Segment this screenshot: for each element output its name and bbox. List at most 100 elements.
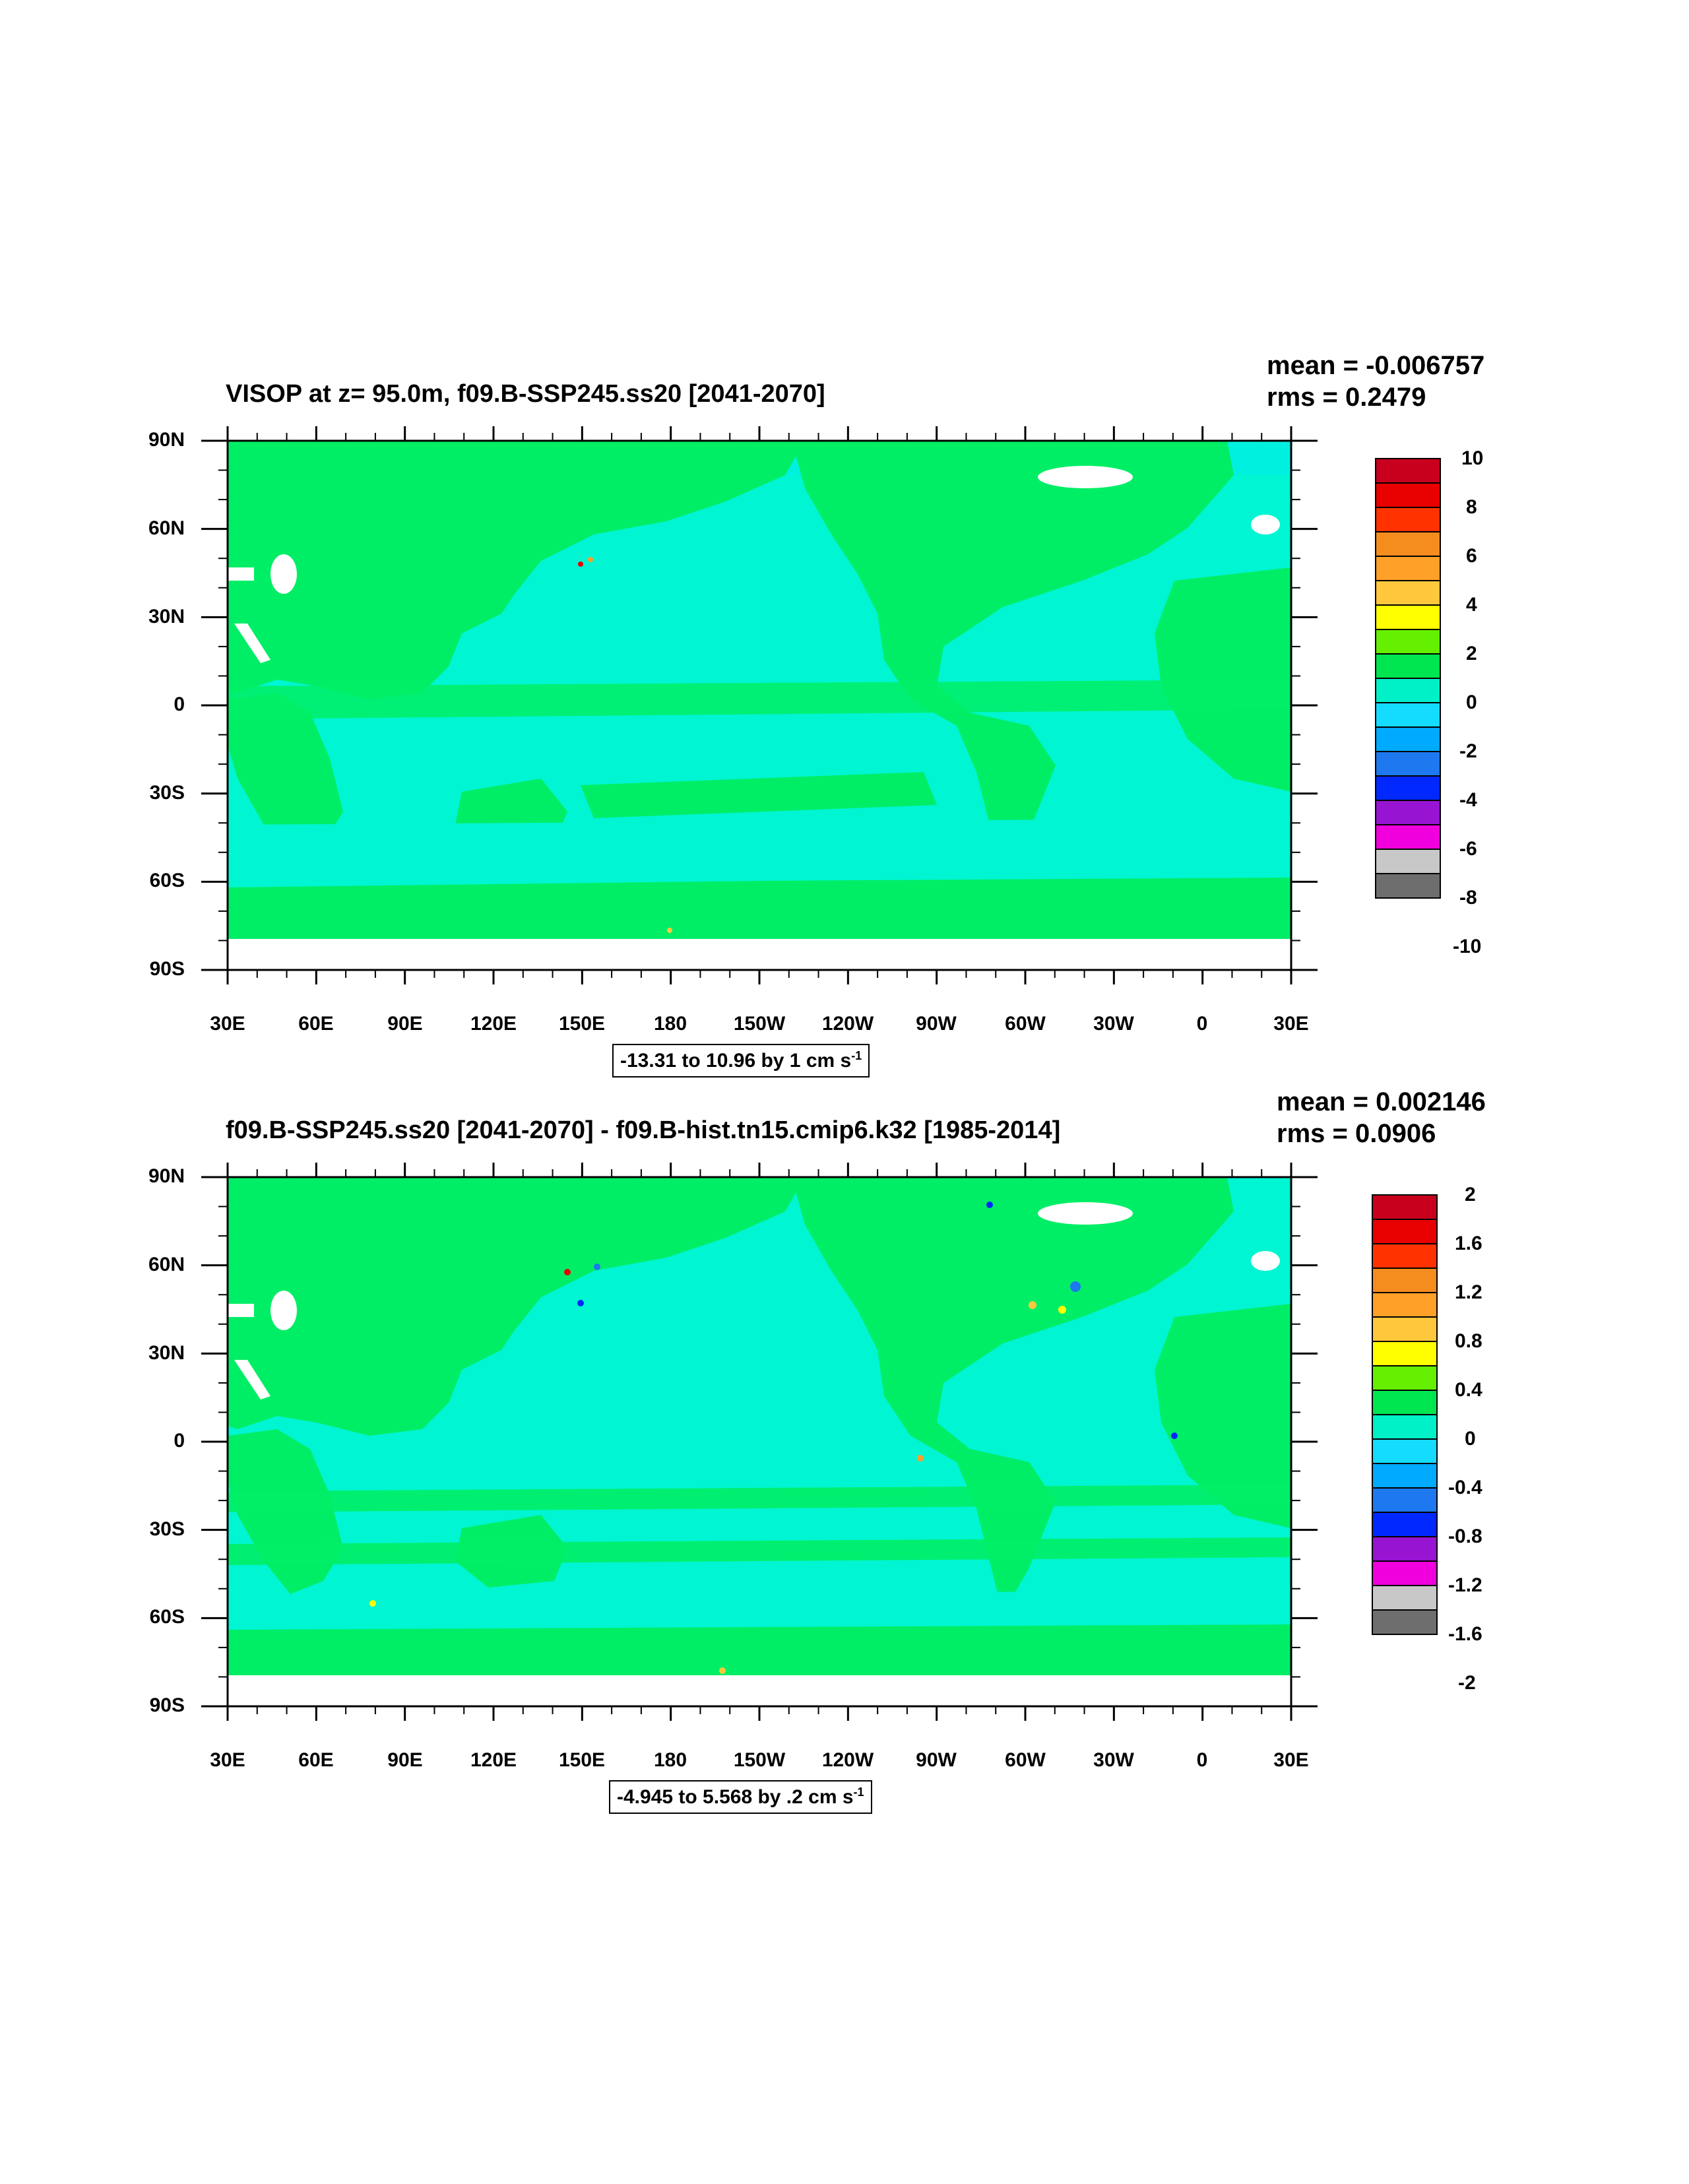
- lon-tick-label: 180: [653, 1013, 687, 1035]
- lat-tick-label: 0: [174, 1430, 185, 1452]
- lat-tick-label: 30S: [149, 1518, 185, 1540]
- colorbar-swatch: [1372, 1292, 1438, 1318]
- colorbar-swatch: [1375, 653, 1441, 679]
- panel-2-southern-ocean-green: [228, 1614, 1291, 1675]
- lon-tick-label: 150W: [733, 1013, 786, 1035]
- lon-tick-label: 120E: [470, 1749, 517, 1771]
- lon-tick-label: 30W: [1093, 1749, 1134, 1771]
- colorbar-swatch: [1372, 1390, 1438, 1415]
- panel-1-greenland-missing: [1038, 466, 1133, 488]
- lon-tick-label: 30E: [210, 1013, 245, 1035]
- panel-2-anomaly-dot: [986, 1202, 993, 1208]
- panel-2-anomaly-dot: [917, 1455, 924, 1461]
- panel-2-greenland-missing: [1038, 1202, 1133, 1225]
- colorbar-label: 0.8: [1455, 1330, 1482, 1352]
- lon-tick-label: 90E: [387, 1749, 423, 1771]
- colorbar-swatch: [1372, 1341, 1438, 1366]
- lon-tick-label: 0: [1196, 1013, 1208, 1035]
- panel-2-anomaly-dot: [577, 1300, 584, 1306]
- colorbar-label: -8: [1459, 887, 1477, 909]
- panel-2-rms: rms = 0.0906: [1277, 1119, 1436, 1148]
- panel-2-eurasia-land: [228, 1177, 805, 1436]
- lat-tick-label: 90S: [149, 958, 185, 980]
- panel-2-title: f09.B-SSP245.ss20 [2041-2070] - f09.B-hi…: [226, 1116, 1061, 1144]
- panel-2-range-unit-exponent: -1: [853, 1785, 864, 1799]
- panel-2-west-missing: [228, 1304, 254, 1317]
- colorbar-label: -0.4: [1448, 1477, 1482, 1498]
- lat-tick-label: 0: [174, 693, 185, 715]
- panel-2-redsea-missing: [234, 1360, 271, 1399]
- panel-1-redsea-missing: [234, 624, 271, 663]
- panel-1-africa-land: [228, 693, 343, 858]
- colorbar-label: -10: [1453, 936, 1482, 957]
- panel-2-anomaly-dot: [594, 1264, 600, 1270]
- lat-tick-label: 30N: [148, 1342, 185, 1364]
- panel-2-southern-ocean-band: [228, 1590, 1291, 1630]
- lon-tick-label: 150W: [733, 1749, 786, 1771]
- colorbar-swatch: [1375, 800, 1441, 825]
- panel-2-range-text: -4.945 to 5.568 by .2 cm s: [617, 1786, 854, 1808]
- colorbar-swatch: [1375, 726, 1441, 752]
- panel-1-ticks: [201, 426, 1318, 984]
- colorbar-swatch: [1375, 556, 1441, 581]
- lat-tick-label: 60S: [149, 870, 185, 891]
- panel-2-anomaly-dot: [1058, 1306, 1066, 1314]
- lon-tick-label: 30E: [1273, 1749, 1309, 1771]
- panel-2-zonal-band-b: [228, 1537, 1291, 1565]
- lon-tick-label: 60W: [1005, 1013, 1046, 1035]
- panel-1-mean: mean = -0.006757: [1267, 351, 1485, 380]
- lon-tick-label: 150E: [558, 1749, 606, 1771]
- colorbar-swatch: [1372, 1243, 1438, 1269]
- panel-2-anomaly-dot: [1171, 1432, 1178, 1439]
- panel-1-equatorial-band: [228, 680, 1291, 719]
- colorbar-swatch: [1372, 1316, 1438, 1342]
- lat-tick-label: 60S: [149, 1606, 185, 1628]
- colorbar-swatch: [1375, 507, 1441, 532]
- lon-tick-label: 0: [1196, 1749, 1208, 1771]
- colorbar-label: 1.2: [1455, 1281, 1482, 1303]
- colorbar-label: 6: [1466, 545, 1477, 567]
- panel-2-contour-range-box: -4.945 to 5.568 by .2 cm s-1: [609, 1780, 872, 1814]
- panel-1-americas-land: [792, 441, 1234, 878]
- lon-tick-label: 60E: [298, 1013, 334, 1035]
- panel-2-anomaly-dot: [369, 1600, 376, 1607]
- panel-1-tropical-green-patch: [581, 772, 937, 818]
- colorbar-swatch: [1372, 1268, 1438, 1293]
- panel-2-east-missing: [1251, 1251, 1280, 1271]
- lat-tick-label: 60N: [148, 517, 185, 539]
- colorbar-label: 8: [1466, 496, 1477, 518]
- colorbar-swatch: [1375, 678, 1441, 703]
- colorbar-swatch: [1375, 775, 1441, 801]
- panel-1-contour-range-box: -13.31 to 10.96 by 1 cm s-1: [612, 1044, 870, 1077]
- lon-tick-label: 60E: [298, 1749, 334, 1771]
- colorbar-label: 2: [1466, 643, 1477, 664]
- lon-tick-label: 30E: [210, 1749, 245, 1771]
- colorbar-swatch: [1375, 849, 1441, 874]
- colorbar-swatch: [1375, 873, 1441, 899]
- colorbar-label: 0.4: [1455, 1379, 1482, 1401]
- lat-tick-label: 90N: [148, 429, 185, 451]
- colorbar-label: 1.6: [1455, 1233, 1482, 1254]
- colorbar-label: -1.2: [1448, 1574, 1482, 1596]
- panel-1-range-text: -13.31 to 10.96 by 1 cm s: [620, 1050, 852, 1072]
- panel-2-caspian-missing: [271, 1291, 297, 1330]
- colorbar-swatch: [1375, 824, 1441, 850]
- lat-tick-label: 30S: [149, 782, 185, 804]
- lon-tick-label: 120W: [821, 1749, 874, 1771]
- colorbar-label: -1.6: [1448, 1623, 1482, 1645]
- panel-1-map-svg: [201, 426, 1441, 984]
- lon-tick-label: 90E: [387, 1013, 423, 1035]
- colorbar-swatch: [1372, 1487, 1438, 1513]
- lon-tick-label: 90W: [916, 1013, 957, 1035]
- panel-2-missing-band-south: [228, 1675, 1291, 1706]
- colorbar-label: 0: [1466, 691, 1477, 713]
- colorbar-swatch: [1372, 1463, 1438, 1489]
- panel-2-americas-land: [792, 1177, 1234, 1614]
- panel-2-mean: mean = 0.002146: [1277, 1087, 1486, 1116]
- lon-tick-label: 150E: [558, 1013, 606, 1035]
- panel-1-east-atlantic-land: [1155, 567, 1291, 792]
- panel-1-range-unit-exponent: -1: [851, 1049, 862, 1062]
- panel-2-ticks: [201, 1163, 1318, 1721]
- colorbar-label: -6: [1459, 838, 1477, 860]
- colorbar-swatch: [1372, 1585, 1438, 1611]
